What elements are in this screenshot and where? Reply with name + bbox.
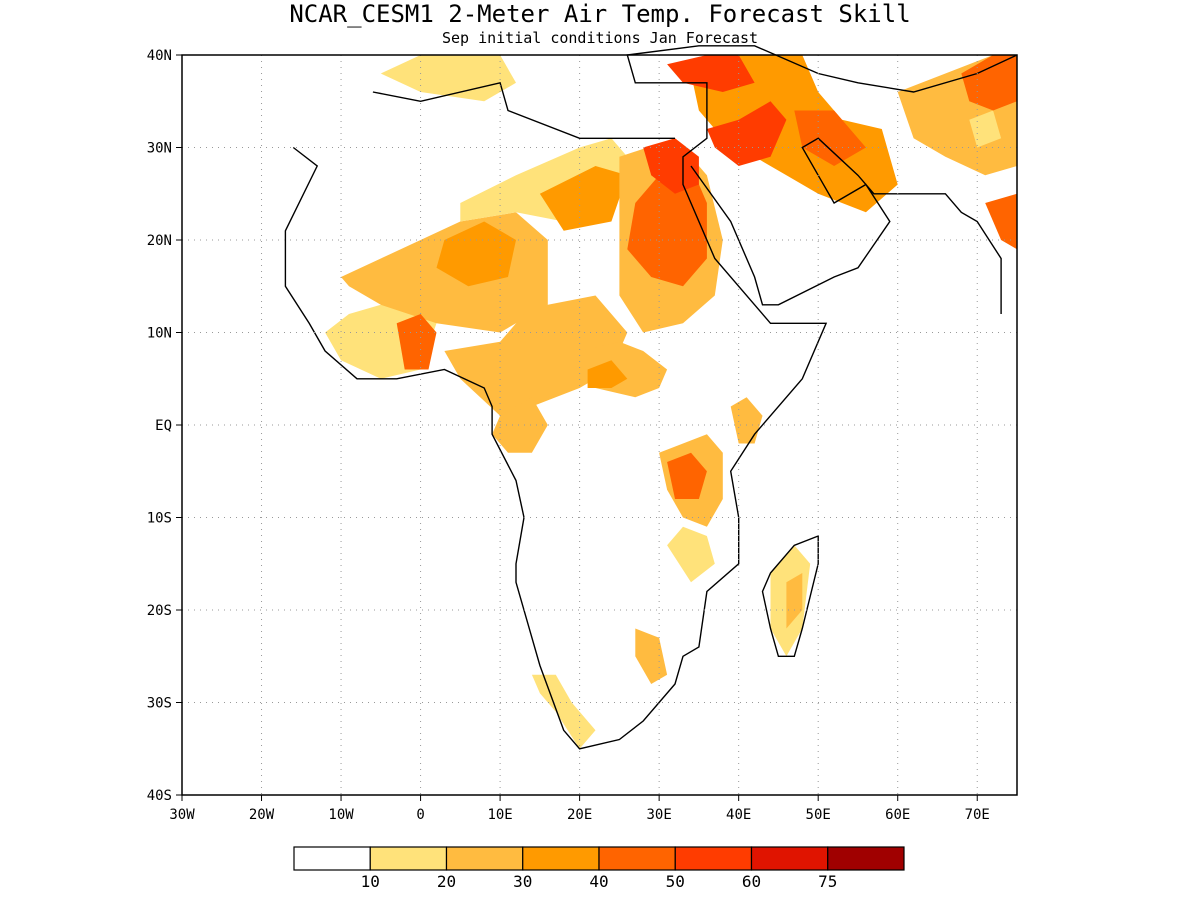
- lon-tick-label: 50E: [806, 807, 831, 823]
- skill-region: [492, 397, 548, 453]
- colorbar-swatch: [369, 846, 448, 871]
- colorbar-swatch: [598, 846, 676, 871]
- skill-region: [786, 573, 803, 629]
- lon-tick-label: 30W: [169, 807, 195, 823]
- colorbar-label: 60: [742, 872, 761, 891]
- skill-region: [587, 360, 628, 388]
- lat-tick-label: 40S: [147, 788, 172, 804]
- skill-region: [643, 138, 699, 194]
- map-plot-area: 40N 30N 20N 10N EQ 10S 20S 30S 40S 30W 20W 10W 0 10E…: [147, 45, 1018, 823]
- map-title: NCAR_CESM1 2-Meter Air Temp. Forecast Sk…: [289, 0, 910, 28]
- colorbar-label: 30: [513, 872, 532, 891]
- africa-coastline: [284, 45, 1018, 750]
- skill-region: [380, 55, 516, 102]
- skill-region: [667, 526, 715, 583]
- lat-tick-label: 30N: [147, 141, 172, 157]
- map-subtitle: Sep initial conditions Jan Forecast: [442, 29, 758, 47]
- skill-region: [794, 110, 866, 166]
- colorbar-label: 10: [361, 872, 380, 891]
- lon-tick-label: 20E: [567, 807, 592, 823]
- latitude-labels: 40N 30N 20N 10N EQ 10S 20S 30S 40S: [147, 48, 182, 804]
- lat-tick-label: EQ: [155, 418, 172, 434]
- skill-region: [985, 193, 1017, 250]
- lat-tick-label: 20S: [147, 603, 172, 619]
- colorbar-swatch: [445, 846, 524, 871]
- skill-region: [396, 314, 437, 370]
- skill-region: [730, 397, 763, 444]
- skill-region: [969, 110, 1002, 148]
- skill-region: [691, 55, 898, 213]
- skill-region: [961, 55, 1017, 111]
- longitude-labels: 30W 20W 10W 0 10E 20E 30E 40E 50E 60E 70E: [169, 795, 990, 823]
- madagascar-outline: [761, 534, 819, 657]
- lon-tick-label: 0: [416, 807, 424, 823]
- north-africa-coastline: [372, 81, 675, 140]
- lon-tick-label: 10W: [328, 807, 354, 823]
- skill-region: [539, 166, 628, 231]
- lat-tick-label: 10N: [147, 326, 172, 342]
- colorbar-swatch: [674, 846, 753, 871]
- colorbar-label: 20: [437, 872, 456, 891]
- lon-tick-label: 20W: [249, 807, 275, 823]
- lon-tick-label: 30E: [646, 807, 671, 823]
- skill-region: [627, 166, 707, 287]
- lat-tick-label: 40N: [147, 48, 172, 64]
- skill-region: [635, 628, 668, 684]
- lon-tick-label: 10E: [487, 807, 512, 823]
- colorbar-swatch: [827, 846, 905, 871]
- colorbar-swatch: [293, 846, 371, 871]
- lat-tick-label: 30S: [147, 696, 172, 712]
- colorbar-swatch: [750, 846, 829, 871]
- colorbar-swatch: [522, 846, 600, 871]
- colorbar-label: 40: [589, 872, 608, 891]
- skill-region: [436, 221, 516, 287]
- colorbar-legend: 10 20 30 40 50 60 75: [293, 846, 905, 891]
- lon-tick-label: 40E: [726, 807, 751, 823]
- skill-region: [667, 452, 707, 499]
- skill-region: [706, 101, 787, 166]
- colorbar-label: 50: [666, 872, 685, 891]
- lat-tick-label: 20N: [147, 233, 172, 249]
- colorbar-label: 75: [818, 872, 837, 891]
- lon-tick-label: 70E: [965, 807, 990, 823]
- lat-tick-label: 10S: [147, 511, 172, 527]
- skill-region: [444, 295, 628, 416]
- skill-region: [531, 674, 596, 749]
- lon-tick-label: 60E: [885, 807, 910, 823]
